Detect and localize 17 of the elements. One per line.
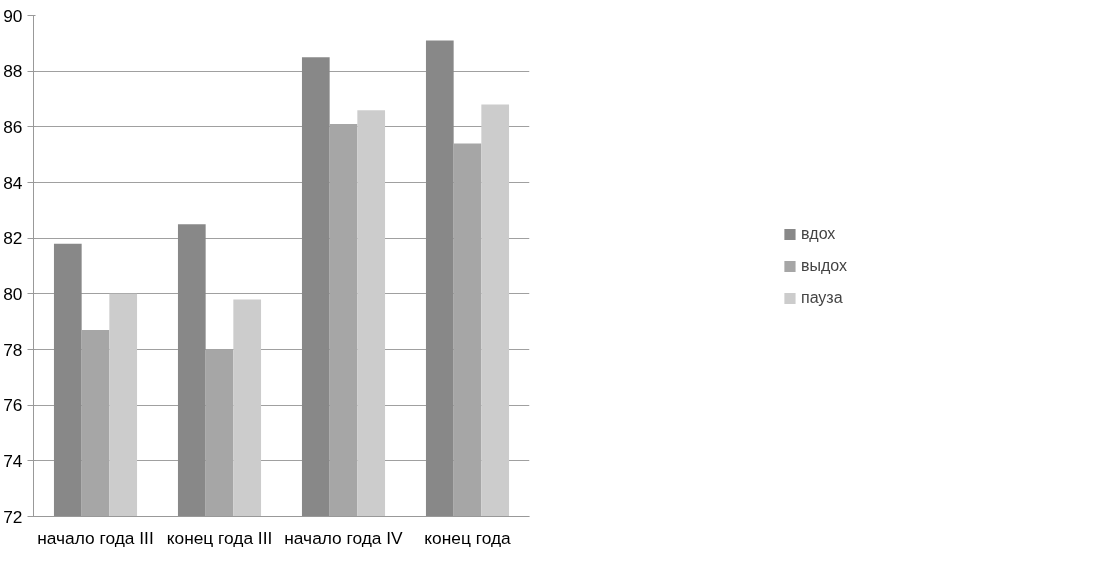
y-tick-label: 76 — [3, 395, 23, 416]
y-tick-label: 84 — [3, 172, 23, 193]
legend-label: вдох — [800, 224, 836, 243]
x-tick-label: конец года — [424, 527, 512, 548]
y-tick-label: 90 — [3, 5, 23, 26]
y-tick-label: 80 — [3, 283, 23, 304]
x-tick-label: начало года IV — [284, 527, 404, 548]
y-tick-label: 82 — [3, 228, 23, 249]
x-tick-label: начало года III — [37, 527, 154, 548]
y-tick-label: 74 — [3, 450, 23, 471]
legend-label: пауза — [800, 288, 843, 307]
y-tick-label: 86 — [3, 116, 23, 137]
x-tick-label: конец года III — [166, 527, 273, 548]
legend-label: выдох — [800, 256, 848, 275]
y-tick-label: 88 — [3, 61, 23, 82]
y-tick-label: 72 — [3, 506, 23, 527]
y-tick-label: 78 — [3, 339, 23, 360]
